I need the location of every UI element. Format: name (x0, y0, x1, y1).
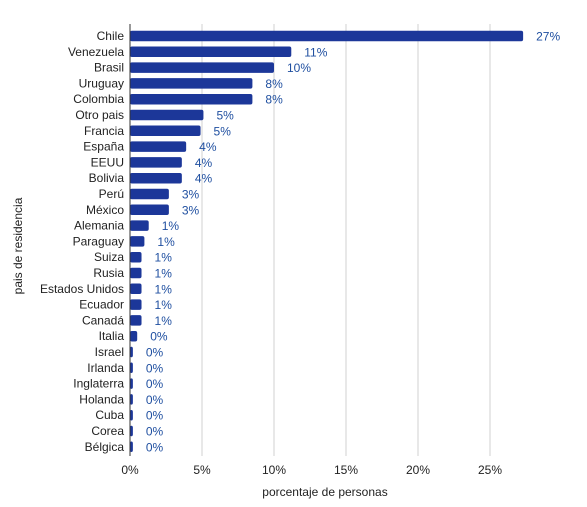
category-label: Holanda (79, 392, 124, 406)
value-label: 4% (199, 140, 217, 154)
category-label: Otro pais (75, 108, 124, 122)
bar (130, 267, 142, 279)
bar (130, 330, 138, 342)
category-label: Italia (99, 329, 125, 343)
value-label: 1% (155, 298, 173, 312)
category-label: Rusia (93, 266, 124, 280)
value-labels: 27%11%10%8%8%5%5%4%4%4%3%3%1%1%1%1%1%1%1… (146, 30, 561, 455)
bar (130, 425, 133, 437)
x-tick-label: 25% (478, 463, 502, 477)
value-label: 5% (214, 124, 232, 138)
bar (130, 441, 133, 453)
category-label: Uruguay (79, 76, 124, 90)
bar (130, 188, 169, 200)
gridlines (201, 24, 491, 456)
value-label: 0% (146, 440, 164, 454)
bar (130, 125, 201, 137)
bars (130, 30, 524, 453)
category-label: Brasil (94, 61, 124, 75)
bar (130, 251, 142, 263)
category-label: Inglaterra (73, 377, 124, 391)
value-label: 4% (195, 172, 213, 186)
y-axis-title: pais de residencia (11, 197, 25, 294)
value-label: 8% (265, 77, 283, 91)
bar (130, 141, 187, 152)
value-label: 1% (155, 314, 173, 328)
bar (130, 204, 169, 216)
category-label: Venezuela (68, 45, 124, 59)
bar (130, 283, 142, 295)
bar (130, 78, 253, 89)
category-label: Corea (91, 424, 124, 438)
value-label: 0% (146, 409, 164, 423)
value-label: 8% (265, 93, 283, 107)
value-label: 27% (536, 30, 560, 44)
category-label: Francia (84, 124, 124, 138)
bar (130, 172, 182, 184)
bar (130, 109, 204, 121)
value-label: 11% (304, 45, 327, 59)
bar (130, 46, 292, 58)
category-label: EEUU (91, 155, 124, 169)
category-label: Ecuador (79, 298, 124, 312)
value-label: 5% (216, 109, 234, 123)
bar (130, 394, 133, 405)
bar (130, 93, 253, 105)
value-label: 1% (162, 219, 180, 233)
x-axis-title: porcentaje de personas (262, 485, 387, 499)
category-label: Irlanda (87, 361, 124, 375)
x-tick-label: 5% (193, 463, 211, 477)
bar (130, 62, 274, 73)
bar (130, 409, 133, 421)
category-label: Estados Unidos (40, 282, 124, 296)
category-label: Canadá (82, 313, 124, 327)
category-label: México (86, 203, 124, 217)
bar (130, 299, 142, 310)
value-label: 0% (146, 361, 164, 375)
category-label: Colombia (73, 92, 124, 106)
value-label: 10% (287, 61, 311, 75)
bar (130, 236, 145, 247)
category-label: Cuba (95, 408, 124, 422)
bar (130, 220, 149, 231)
bar (130, 346, 133, 358)
value-label: 1% (155, 282, 173, 296)
bar (130, 378, 133, 389)
category-label: Paraguay (73, 234, 124, 248)
category-label: Perú (99, 187, 124, 201)
x-tick-label: 20% (406, 463, 430, 477)
value-label: 0% (146, 377, 164, 391)
category-label: España (83, 140, 124, 154)
category-label: Chile (97, 29, 125, 43)
x-tick-label: 15% (334, 463, 358, 477)
x-tick-labels: 0% 5% 10% 15% 20% 25% (121, 463, 502, 477)
value-label: 0% (146, 393, 164, 407)
category-label: Suiza (94, 250, 124, 264)
value-label: 0% (150, 330, 168, 344)
value-label: 3% (182, 188, 200, 202)
x-tick-label: 10% (262, 463, 286, 477)
value-label: 1% (155, 267, 173, 281)
bar (130, 362, 133, 374)
category-label: Alemania (74, 219, 124, 233)
value-label: 0% (146, 425, 164, 439)
bar (130, 315, 142, 326)
value-label: 4% (195, 156, 213, 170)
category-label: Israel (95, 345, 124, 359)
category-label: Bolivia (89, 171, 125, 185)
bar (130, 30, 524, 42)
x-tick-label: 0% (121, 463, 139, 477)
value-label: 3% (182, 203, 200, 217)
bar (130, 157, 182, 168)
value-label: 0% (146, 346, 164, 360)
value-label: 1% (157, 235, 175, 249)
category-label: Bélgica (85, 440, 125, 454)
value-label: 1% (155, 251, 173, 265)
